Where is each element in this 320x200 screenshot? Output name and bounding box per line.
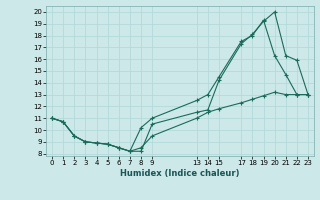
X-axis label: Humidex (Indice chaleur): Humidex (Indice chaleur) [120,169,240,178]
